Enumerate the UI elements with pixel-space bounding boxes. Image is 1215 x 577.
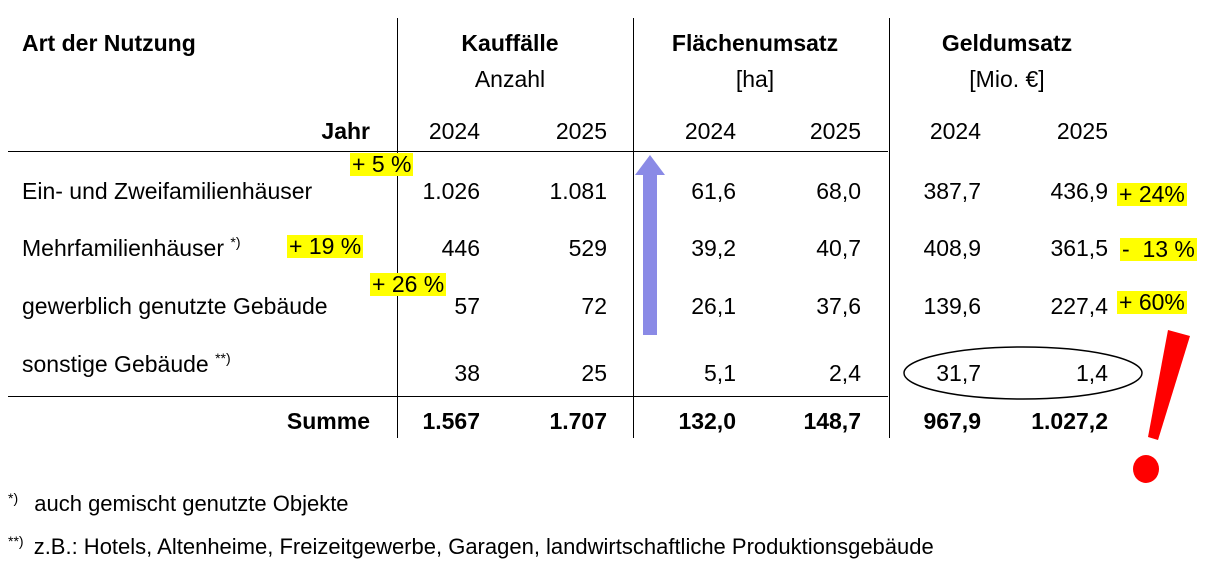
total-cell: 1.567 <box>422 408 480 434</box>
row-label-text: gewerblich genutzte Gebäude <box>22 293 328 319</box>
table-cell: 31,7 <box>936 360 981 386</box>
divider-geldumsatz <box>889 18 890 438</box>
table-cell: 40,7 <box>816 235 861 261</box>
highlight-ellipse <box>903 346 1143 400</box>
row-label: Ein- und Zweifamilienhäuser <box>22 180 312 203</box>
row-label-text: sonstige Gebäude <box>22 351 209 377</box>
table-cell: 227,4 <box>1050 293 1108 319</box>
year-header: 2024 <box>428 118 480 144</box>
footnote: *) auch gemischt genutzte Objekte <box>8 490 349 516</box>
change-badge-geld-mfh: - 13 % <box>1120 236 1197 262</box>
total-cell: 148,7 <box>803 408 861 434</box>
year-header: 2024 <box>684 118 736 144</box>
year-header: 2024 <box>929 118 981 144</box>
footnote-marker: *) <box>230 234 241 250</box>
group-unit-flaechenumsatz: [ha] <box>735 66 775 92</box>
table-cell: 529 <box>568 235 607 261</box>
total-cell: 1.707 <box>549 408 607 434</box>
table-cell: 387,7 <box>923 178 981 204</box>
divider-kauffaelle <box>397 18 398 438</box>
table-cell: 436,9 <box>1050 178 1108 204</box>
year-label: Jahr <box>321 118 370 144</box>
group-unit-kauffaelle: Anzahl <box>474 66 546 92</box>
total-cell: 1.027,2 <box>1031 408 1108 434</box>
divider-flaechenumsatz <box>633 18 634 438</box>
table-cell: 1.026 <box>422 178 480 204</box>
table-cell: 26,1 <box>691 293 736 319</box>
footnote-marker: **) <box>215 350 231 366</box>
group-title-geldumsatz: Geldumsatz <box>941 30 1073 56</box>
table-cell: 37,6 <box>816 293 861 319</box>
group-unit-geldumsatz: [Mio. €] <box>969 66 1045 92</box>
table-cell: 72 <box>581 293 607 319</box>
total-cell: 132,0 <box>678 408 736 434</box>
table-cell: 61,6 <box>691 178 736 204</box>
change-badge-kauf-efh: + 5 % <box>350 151 414 177</box>
group-title-flaechenumsatz: Flächenumsatz <box>671 30 839 56</box>
row-label: gewerblich genutzte Gebäude <box>22 295 328 318</box>
row-label-text: Ein- und Zweifamilienhäuser <box>22 178 313 204</box>
total-cell: 967,9 <box>923 408 981 434</box>
year-header: 2025 <box>555 118 607 144</box>
row-label: sonstige Gebäude **) <box>22 350 231 377</box>
column-label-nutzung: Art der Nutzung <box>22 30 196 56</box>
table-cell: 408,9 <box>923 235 981 261</box>
exclamation-icon <box>1133 330 1190 483</box>
year-header: 2025 <box>1056 118 1108 144</box>
row-label: Mehrfamilienhäuser *) <box>22 234 241 261</box>
year-header: 2025 <box>809 118 861 144</box>
table-cell: 68,0 <box>816 178 861 204</box>
footnote: **) z.B.: Hotels, Altenheime, Freizeitge… <box>8 533 934 559</box>
change-badge-kauf-gewerbe: + 26 % <box>370 271 447 297</box>
table-cell: 39,2 <box>691 235 736 261</box>
footnote-text: z.B.: Hotels, Altenheime, Freizeitgewerb… <box>33 534 934 559</box>
change-badge-geld-efh: + 24% <box>1117 181 1187 207</box>
table-cell: 5,1 <box>704 360 736 386</box>
change-badge-kauf-mfh: + 19 % <box>287 233 364 259</box>
total-label: Summe <box>286 408 370 434</box>
table-cell: 1,4 <box>1076 360 1108 386</box>
table-cell: 139,6 <box>923 293 981 319</box>
table-cell: 446 <box>441 235 480 261</box>
table-cell: 38 <box>454 360 480 386</box>
footnote-text: auch gemischt genutzte Objekte <box>34 491 349 516</box>
total-rule <box>8 396 888 397</box>
table-cell: 2,4 <box>829 360 861 386</box>
header-rule <box>8 151 888 152</box>
table-cell: 57 <box>454 293 480 319</box>
table-cell: 361,5 <box>1050 235 1108 261</box>
footnote-marker: **) <box>8 533 24 549</box>
table-cell: 1.081 <box>549 178 607 204</box>
table-cell: 25 <box>581 360 607 386</box>
up-arrow-icon <box>635 155 665 335</box>
group-title-kauffaelle: Kauffälle <box>461 30 559 56</box>
change-badge-geld-gewerbe: + 60% <box>1117 289 1187 315</box>
footnote-marker: *) <box>8 490 19 506</box>
row-label-text: Mehrfamilienhäuser <box>22 235 224 261</box>
